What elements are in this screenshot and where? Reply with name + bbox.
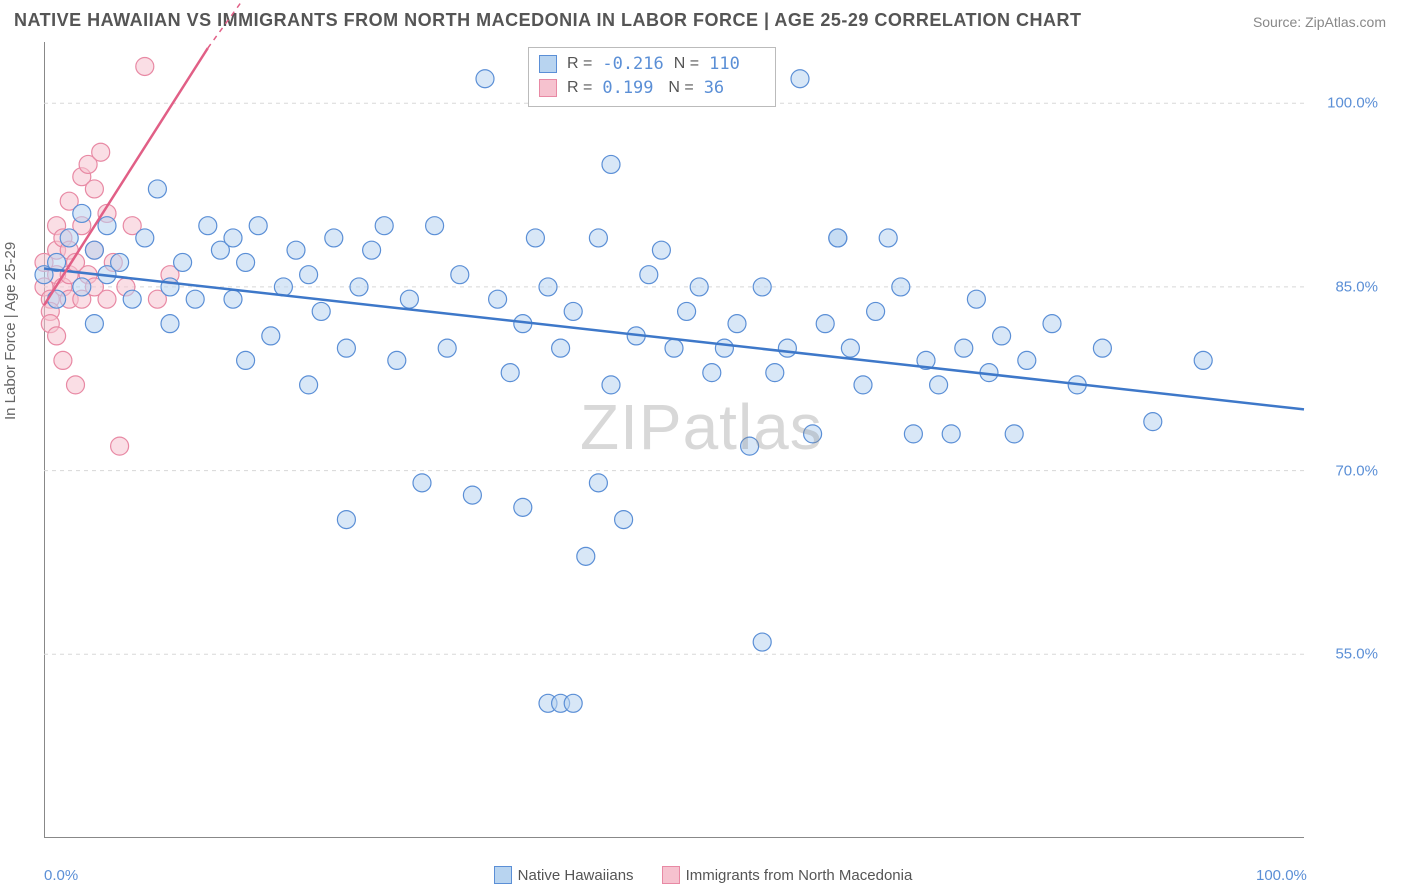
y-axis-label: In Labor Force | Age 25-29 — [2, 242, 19, 420]
legend-item: Native Hawaiians — [494, 866, 634, 884]
legend-item: Immigrants from North Macedonia — [662, 866, 913, 884]
stats-legend: R = -0.216 N = 110 R = 0.199 N = 36 — [528, 47, 776, 107]
swatch-pink — [539, 79, 557, 97]
stat-r-blue: -0.216 — [602, 54, 663, 74]
stat-n-pink: 36 — [704, 78, 760, 98]
y-tick-label: 55.0% — [1335, 646, 1378, 663]
swatch-blue — [539, 55, 557, 73]
y-tick-label: 100.0% — [1327, 95, 1378, 112]
legend-label: Native Hawaiians — [518, 867, 634, 884]
chart-title: NATIVE HAWAIIAN VS IMMIGRANTS FROM NORTH… — [14, 10, 1082, 31]
scatter-chart — [44, 42, 1304, 838]
y-tick-label: 85.0% — [1335, 278, 1378, 295]
stat-label: R = — [567, 79, 592, 97]
x-tick-label: 0.0% — [44, 867, 78, 884]
y-tick-label: 70.0% — [1335, 462, 1378, 479]
legend-label: Immigrants from North Macedonia — [686, 867, 913, 884]
bottom-legend: Native Hawaiians Immigrants from North Ma… — [0, 866, 1406, 884]
legend-swatch — [662, 866, 680, 884]
stats-row-pink: R = 0.199 N = 36 — [539, 76, 765, 100]
stats-row-blue: R = -0.216 N = 110 — [539, 52, 765, 76]
stat-n-blue: 110 — [709, 54, 765, 74]
stat-label: N = — [674, 55, 699, 73]
x-tick-label: 100.0% — [1256, 867, 1307, 884]
legend-swatch — [494, 866, 512, 884]
source-label: Source: ZipAtlas.com — [1253, 14, 1386, 30]
stat-label: R = — [567, 55, 592, 73]
stat-r-pink: 0.199 — [602, 78, 658, 98]
stat-label: N = — [668, 79, 693, 97]
